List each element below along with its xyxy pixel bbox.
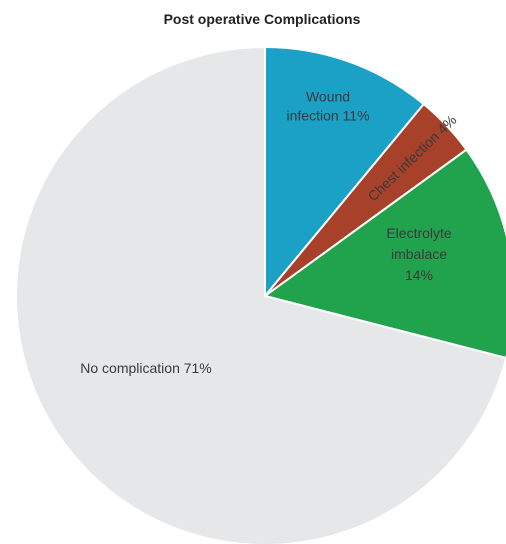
- slice-label-line: 14%: [405, 267, 433, 283]
- slice-label-line: Wound: [306, 89, 350, 105]
- slice-label: Electrolyte imbalace 14%: [386, 225, 452, 283]
- chart-title: Post operative Complications: [164, 11, 361, 27]
- slice-label-line: imbalace: [391, 246, 447, 262]
- pie-slices: [15, 45, 506, 544]
- slice-label: Wound infection 11%: [286, 89, 369, 124]
- slice-label: No complication 71%: [80, 360, 212, 376]
- slice-label-line: No complication 71%: [80, 360, 212, 376]
- pie-slice: [15, 45, 506, 544]
- pie-slice: [264, 45, 426, 299]
- slice-label-line: Electrolyte: [386, 225, 452, 241]
- slice-label-line: infection 11%: [286, 108, 369, 124]
- pie-slice: [262, 148, 506, 359]
